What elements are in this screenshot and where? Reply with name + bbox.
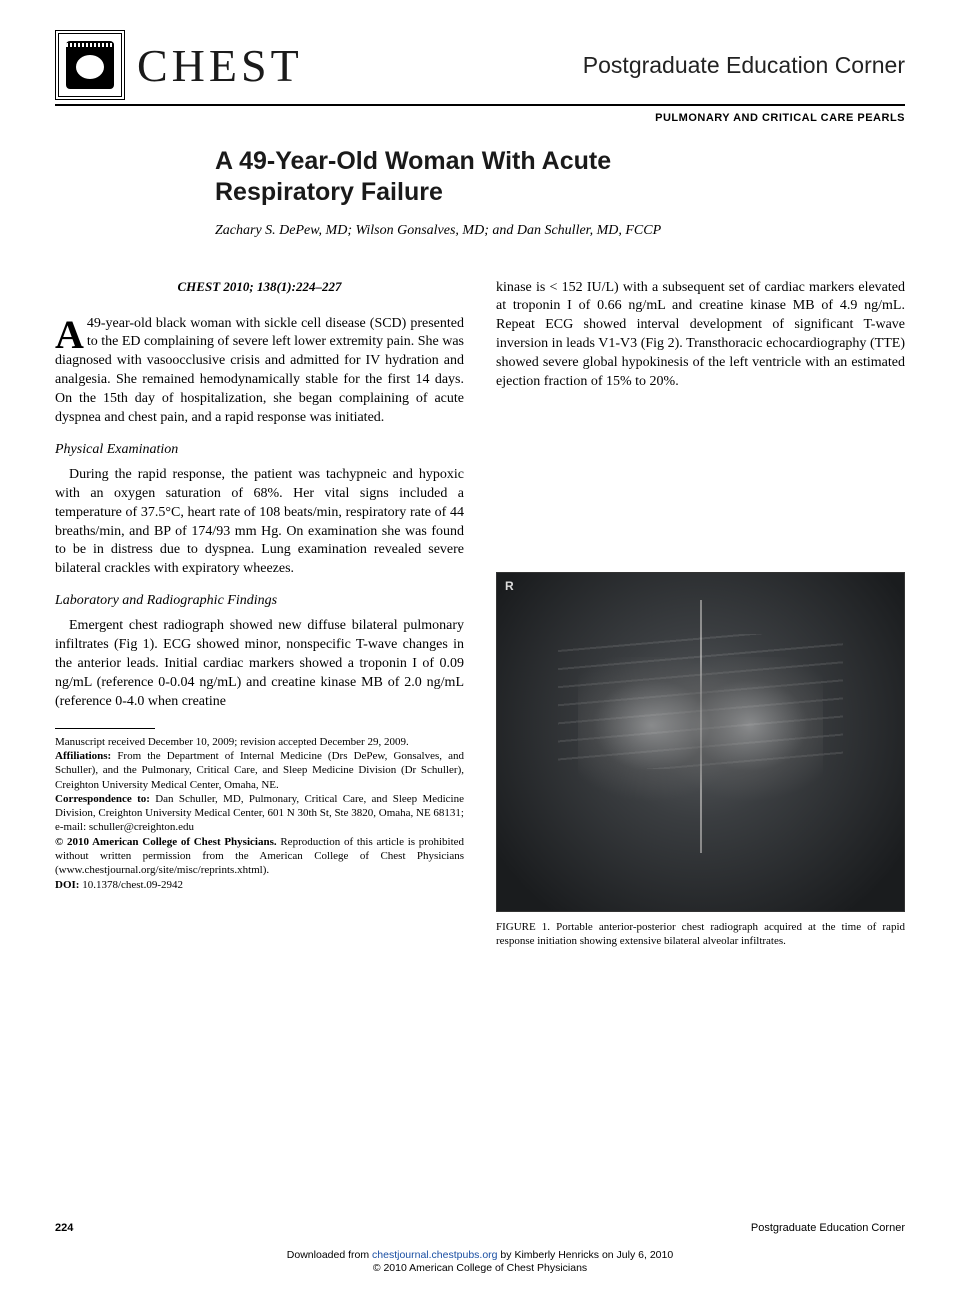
- figure-label: FIGURE 1.: [496, 921, 550, 933]
- physical-exam-text: During the rapid response, the patient w…: [55, 466, 464, 579]
- copyright-row: © 2010 American College of Chest Physici…: [55, 835, 464, 878]
- dropcap: A: [55, 315, 87, 352]
- xray-side-marker: R: [505, 579, 514, 593]
- figure-1: R FIGURE 1. Portable anterior-posterior …: [496, 572, 905, 949]
- section-heading-lab: Laboratory and Radiographic Findings: [55, 593, 464, 609]
- affiliations-text: From the Department of Internal Medicine…: [55, 750, 464, 791]
- correspondence-row: Correspondence to: Dan Schuller, MD, Pul…: [55, 792, 464, 835]
- logo-graphic: [66, 41, 114, 89]
- chest-xray-image: R: [496, 572, 905, 912]
- title-line-1: A 49-Year-Old Woman With Acute: [215, 147, 611, 175]
- download-link[interactable]: chestjournal.chestpubs.org: [372, 1249, 498, 1261]
- corner-block: Postgraduate Education Corner: [583, 52, 905, 79]
- footnote-rule: [55, 728, 155, 729]
- footer-section-label: Postgraduate Education Corner: [751, 1222, 905, 1234]
- copyright-label: © 2010 American College of Chest Physici…: [55, 836, 277, 848]
- journal-title: CHEST: [137, 39, 303, 92]
- page-number: 224: [55, 1222, 73, 1234]
- intro-text: 49-year-old black woman with sickle cell…: [55, 316, 464, 425]
- manuscript-info: Manuscript received December 10, 2009; r…: [55, 735, 464, 749]
- lab-findings-text: Emergent chest radiograph showed new dif…: [55, 617, 464, 711]
- left-column: CHEST 2010; 138(1):224–227 A49-year-old …: [55, 279, 464, 949]
- doi-value: 10.1378/chest.09-2942: [82, 879, 183, 891]
- download-prefix: Downloaded from: [287, 1249, 372, 1261]
- citation: CHEST 2010; 138(1):224–227: [55, 279, 464, 295]
- journal-header: CHEST Postgraduate Education Corner: [55, 30, 905, 106]
- corner-title: Postgraduate Education Corner: [583, 52, 905, 79]
- article-title: A 49-Year-Old Woman With Acute Respirato…: [215, 146, 905, 209]
- chest-logo: [55, 30, 125, 100]
- figure-caption: FIGURE 1. Portable anterior-posterior ch…: [496, 920, 905, 949]
- doi-row: DOI: 10.1378/chest.09-2942: [55, 878, 464, 892]
- authors-line: Zachary S. DePew, MD; Wilson Gonsalves, …: [215, 223, 905, 239]
- intro-paragraph: A49-year-old black woman with sickle cel…: [55, 315, 464, 428]
- figure-caption-text: Portable anterior-posterior chest radiog…: [496, 921, 905, 947]
- footnotes-block: Manuscript received December 10, 2009; r…: [55, 735, 464, 892]
- download-copyright: © 2010 American College of Chest Physici…: [373, 1262, 587, 1274]
- corner-subtitle: PULMONARY AND CRITICAL CARE PEARLS: [55, 112, 905, 124]
- correspondence-label: Correspondence to:: [55, 793, 150, 805]
- right-column: kinase is < 152 IU/L) with a subsequent …: [496, 279, 905, 949]
- section-heading-physical: Physical Examination: [55, 442, 464, 458]
- title-line-2: Respiratory Failure: [215, 178, 443, 206]
- page-footer: 224 Postgraduate Education Corner: [55, 1222, 905, 1234]
- col2-continuation: kinase is < 152 IU/L) with a subsequent …: [496, 279, 905, 392]
- affiliations-label: Affiliations:: [55, 750, 111, 762]
- affiliations-row: Affiliations: From the Department of Int…: [55, 749, 464, 792]
- download-suffix: by Kimberly Henricks on July 6, 2010: [498, 1249, 674, 1261]
- two-column-layout: CHEST 2010; 138(1):224–227 A49-year-old …: [55, 279, 905, 949]
- download-banner: Downloaded from chestjournal.chestpubs.o…: [0, 1249, 960, 1276]
- xray-ribs-overlay: [558, 634, 843, 769]
- doi-label: DOI:: [55, 879, 82, 891]
